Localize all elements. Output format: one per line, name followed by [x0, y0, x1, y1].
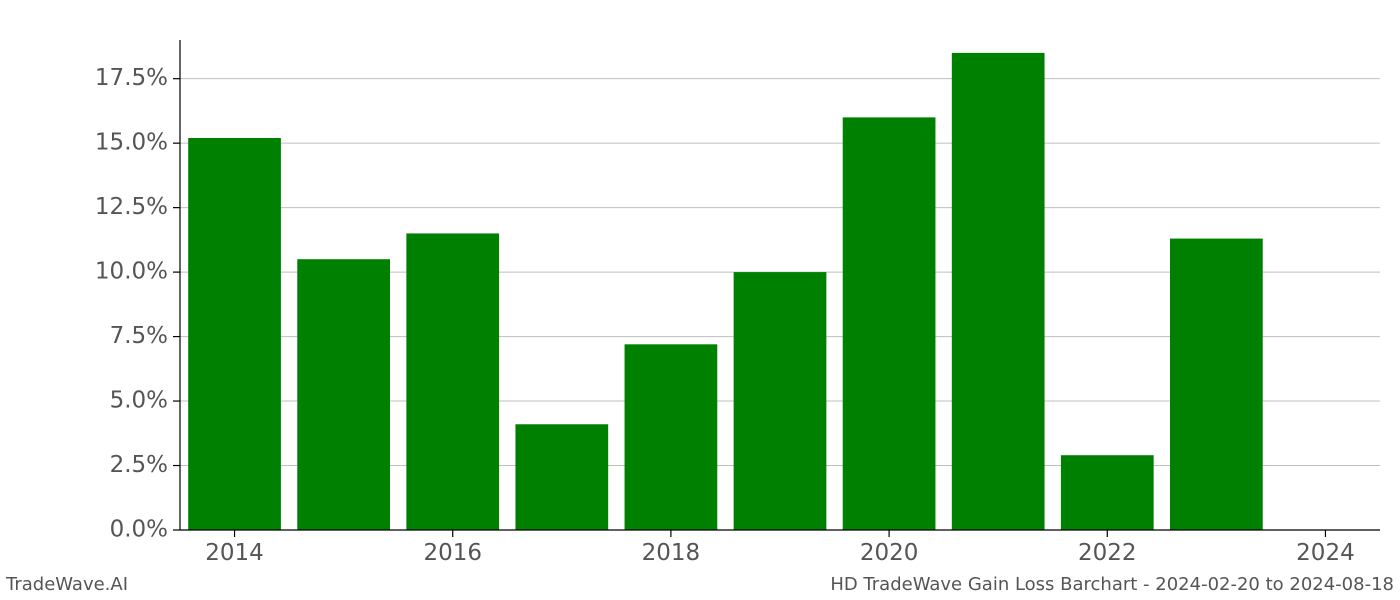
footer-left-text: TradeWave.AI [5, 574, 128, 595]
y-tick-label: 12.5% [95, 194, 168, 220]
bar-2019 [734, 272, 827, 530]
barchart-container: 0.0% 2.5% 5.0% 7.5% 10.0% 12.5% 15.0% 17.5% 2014… [0, 0, 1400, 600]
bar-2015 [297, 259, 390, 530]
x-tick-label: 2024 [1296, 540, 1355, 566]
bar-2016 [406, 233, 499, 530]
y-tick-label: 17.5% [95, 65, 168, 91]
y-tick-label: 0.0% [110, 517, 168, 543]
bar-2022 [1061, 455, 1154, 530]
bar-2021 [952, 53, 1045, 530]
y-tick-label: 7.5% [110, 323, 168, 349]
y-tick-label: 5.0% [110, 388, 168, 414]
x-tick-label: 2014 [205, 540, 264, 566]
footer-right-text: HD TradeWave Gain Loss Barchart - 2024-0… [830, 574, 1394, 595]
bar-2017 [515, 424, 608, 530]
y-tick-label: 10.0% [95, 259, 168, 285]
bar-2020 [843, 117, 936, 530]
y-tick-label: 2.5% [110, 452, 168, 478]
barchart-svg: 0.0% 2.5% 5.0% 7.5% 10.0% 12.5% 15.0% 17.5% 2014… [0, 0, 1400, 600]
x-tick-label: 2020 [860, 540, 919, 566]
y-tick-label: 15.0% [95, 130, 168, 156]
x-tick-label: 2016 [423, 540, 482, 566]
x-tick-label: 2018 [642, 540, 701, 566]
bar-2018 [625, 344, 718, 530]
x-tick-label: 2022 [1078, 540, 1137, 566]
bar-2023 [1170, 239, 1263, 530]
bar-2014 [188, 138, 281, 530]
